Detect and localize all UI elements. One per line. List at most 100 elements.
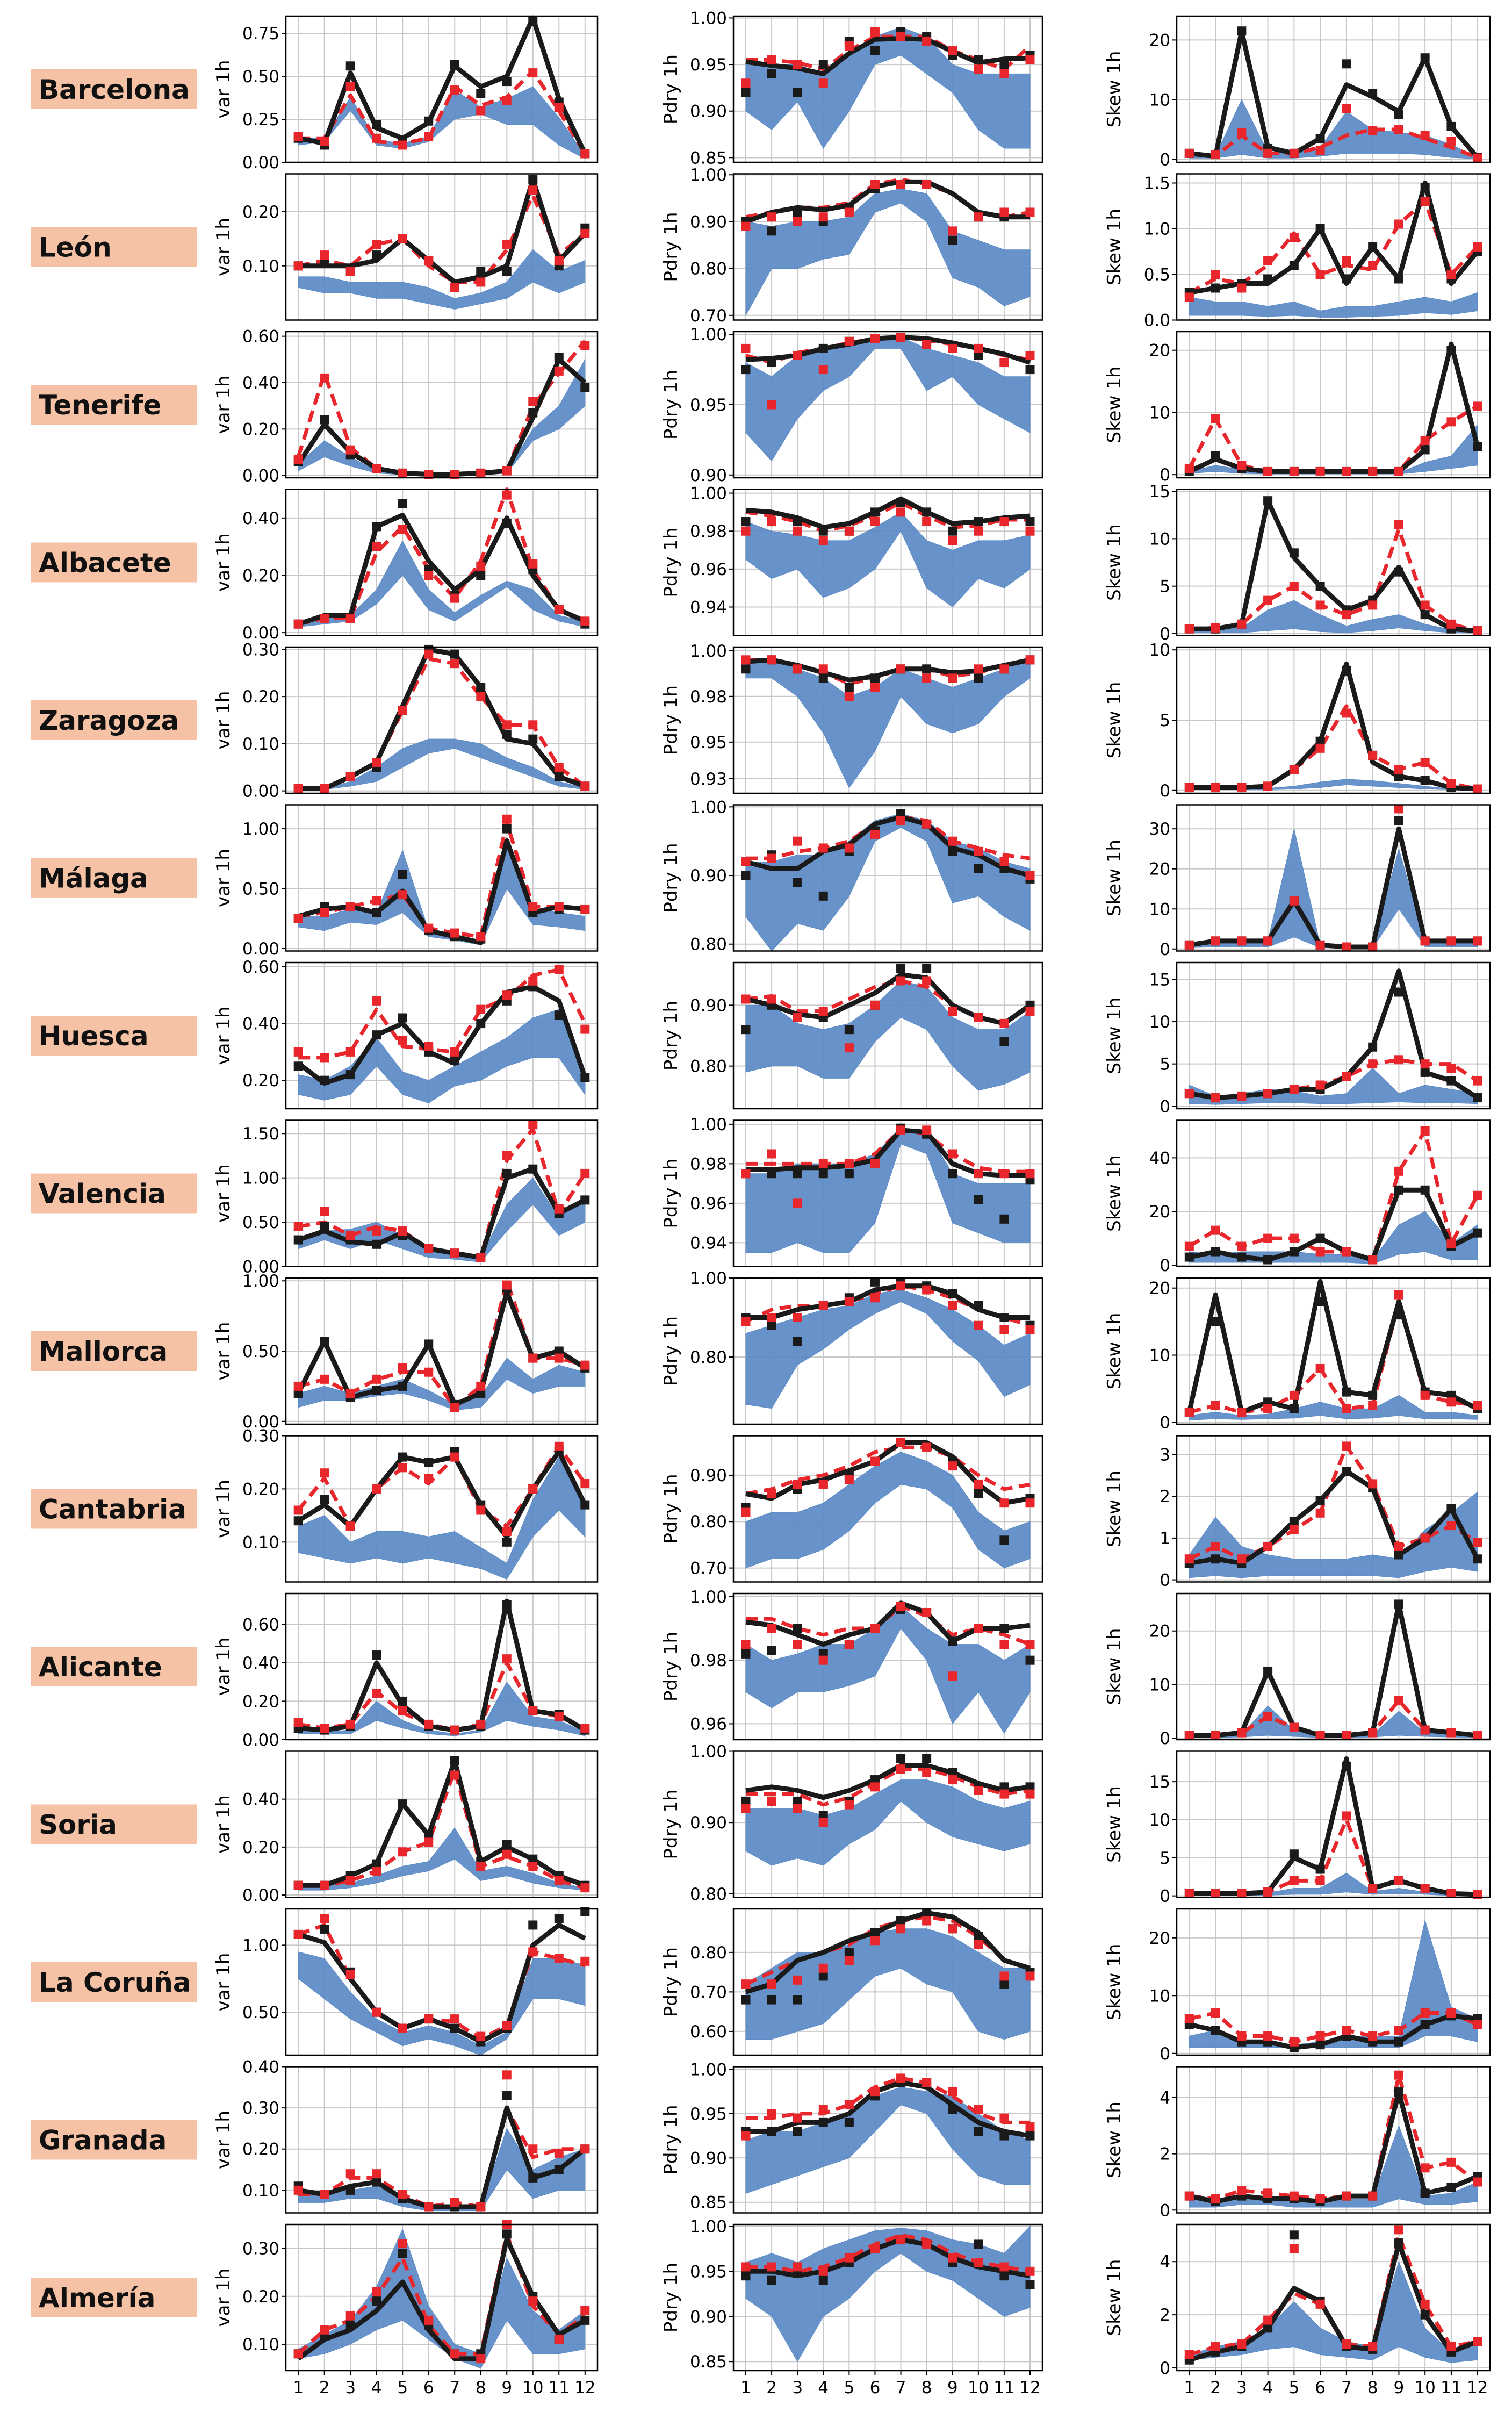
model-point — [1315, 600, 1325, 610]
model-point — [398, 2190, 407, 2199]
model-point — [1420, 600, 1430, 610]
y-tick-label: 0 — [1160, 1887, 1170, 1906]
model-point — [870, 1624, 880, 1633]
model-point — [1315, 270, 1325, 279]
observed-point — [1342, 666, 1351, 676]
model-point — [476, 468, 486, 478]
observed-point — [398, 1013, 407, 1023]
model-point — [1263, 781, 1273, 791]
y-tick-label: 0.93 — [690, 770, 727, 789]
model-point — [293, 1718, 303, 1727]
model-point — [1420, 2299, 1430, 2309]
model-point — [1237, 2339, 1247, 2349]
y-tick-label: 0.95 — [690, 733, 727, 752]
station-label: Málaga — [39, 863, 148, 894]
model-point — [1263, 595, 1273, 605]
model-point — [554, 605, 564, 614]
model-point — [844, 1475, 854, 1485]
model-point — [999, 69, 1009, 78]
y-tick-label: 0.20 — [242, 1692, 279, 1711]
model-point — [1289, 2244, 1299, 2253]
model-point — [293, 1381, 303, 1391]
model-point — [1237, 1241, 1247, 1251]
observed-point — [424, 1458, 434, 1467]
observed-point — [476, 683, 486, 692]
model-point — [741, 526, 751, 536]
model-point — [345, 82, 355, 91]
observed-point — [1394, 1310, 1403, 1320]
model-point — [1473, 1401, 1482, 1410]
y-tick-label: 0 — [1160, 1729, 1170, 1748]
model-point — [922, 976, 932, 986]
model-point — [580, 1479, 590, 1489]
model-point — [818, 1963, 828, 1973]
model-point — [870, 683, 880, 692]
model-point — [922, 819, 932, 829]
x-tick-label: 4 — [1263, 2378, 1273, 2397]
observed-point — [1211, 1317, 1220, 1326]
observed-point — [1420, 1067, 1430, 1077]
model-point — [896, 1602, 906, 1611]
model-point — [793, 664, 802, 674]
station-row-8: Mallorca 0.00 0.50 1.00 var 1h 0.80 1.00 Pdry 1… — [31, 1269, 1491, 1432]
model-point — [1263, 466, 1273, 476]
model-point — [974, 343, 983, 353]
model-point — [502, 1280, 512, 1290]
observed-point — [741, 664, 751, 674]
observed-point — [554, 352, 564, 362]
model-point — [372, 2287, 381, 2296]
model-point — [793, 1013, 802, 1022]
observed-point — [767, 1646, 776, 1655]
model-point — [1237, 2186, 1247, 2195]
model-point — [1394, 2026, 1403, 2035]
y-tick-label: 1.00 — [690, 1588, 727, 1607]
observed-point — [1263, 274, 1273, 284]
model-point — [974, 1013, 983, 1022]
model-point — [818, 2105, 828, 2114]
observed-point — [345, 2185, 355, 2195]
panel-5-0: 0.00 0.50 1.00 var 1h — [213, 804, 599, 959]
model-point — [1237, 127, 1247, 137]
axis-frame — [732, 804, 1043, 952]
model-point — [372, 1226, 381, 1236]
model-point — [1473, 2177, 1482, 2187]
model-point — [1473, 1076, 1482, 1086]
model-point — [767, 1796, 776, 1806]
model-point — [974, 526, 983, 536]
model-point — [948, 536, 957, 545]
model-point — [870, 2087, 880, 2097]
model-point — [345, 2169, 355, 2179]
model-point — [528, 185, 538, 195]
model-point — [1025, 2266, 1035, 2276]
observed-point — [476, 1388, 486, 1398]
station-row-9: Cantabria 0.10 0.20 0.30 var 1h 0.70 0.80 0.90 P… — [31, 1427, 1491, 1590]
model-point — [896, 1125, 906, 1135]
observed-point — [528, 408, 538, 418]
y-tick-label: 0.00 — [242, 1258, 279, 1277]
observed-point — [818, 1169, 828, 1179]
model-point — [476, 2031, 486, 2041]
observed-point — [398, 870, 407, 879]
model-point — [1368, 2342, 1378, 2351]
panel-9-0: 0.10 0.20 0.30 var 1h — [213, 1427, 599, 1583]
y-tick-label: 4 — [1160, 2088, 1170, 2108]
model-point — [580, 149, 590, 159]
model-point — [1394, 804, 1403, 814]
y-tick-label: 4 — [1160, 2252, 1170, 2272]
model-point — [450, 1725, 459, 1735]
model-point — [1211, 1225, 1220, 1235]
y-axis-label: var 1h — [213, 1795, 234, 1854]
model-point — [999, 857, 1009, 866]
y-tick-label: 40 — [1149, 1148, 1170, 1168]
model-point — [1342, 2026, 1351, 2035]
y-tick-label: 1.00 — [690, 1269, 727, 1288]
model-point — [974, 846, 983, 856]
model-point — [502, 1654, 512, 1664]
model-point — [922, 673, 932, 683]
y-tick-label: 0.40 — [242, 1015, 279, 1034]
observed-point — [793, 1624, 802, 1633]
model-point — [1237, 1728, 1247, 1738]
model-point — [870, 180, 880, 189]
observed-point — [398, 1452, 407, 1462]
